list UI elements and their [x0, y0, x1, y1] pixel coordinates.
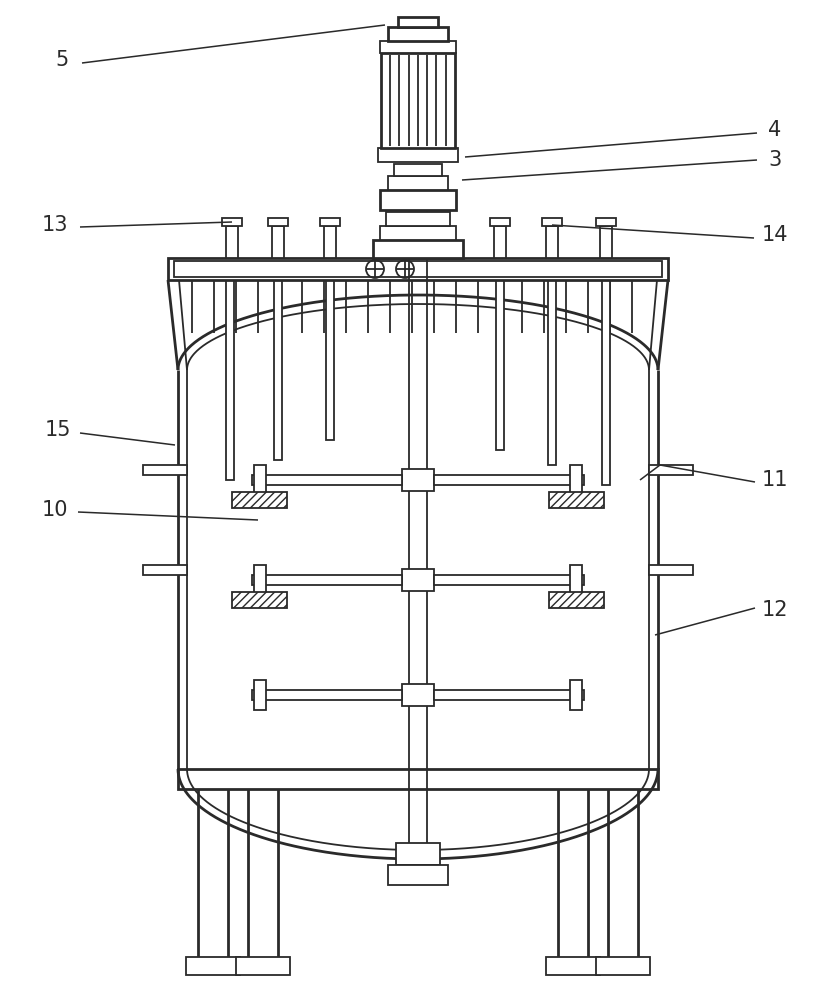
Bar — [401, 469, 434, 491]
Bar — [569, 465, 581, 495]
Text: 15: 15 — [44, 420, 71, 440]
Bar — [380, 53, 455, 148]
Bar — [272, 226, 283, 258]
Bar — [401, 569, 434, 591]
Bar — [273, 280, 282, 460]
Bar — [378, 148, 457, 162]
Bar — [252, 575, 401, 585]
Bar — [143, 565, 186, 575]
Bar — [434, 475, 584, 485]
Bar — [168, 258, 667, 280]
Text: 10: 10 — [42, 500, 69, 520]
Text: 11: 11 — [761, 470, 788, 490]
Bar — [174, 261, 661, 277]
Bar — [648, 565, 692, 575]
Bar — [548, 492, 604, 508]
Bar — [542, 218, 561, 226]
Bar — [380, 226, 456, 240]
Bar — [232, 592, 287, 608]
Text: 14: 14 — [761, 225, 788, 245]
Bar — [198, 784, 227, 959]
Bar — [601, 280, 609, 485]
Bar — [236, 957, 289, 975]
Bar — [319, 218, 339, 226]
Text: 3: 3 — [767, 150, 781, 170]
Bar — [569, 565, 581, 595]
Bar — [253, 465, 266, 495]
Bar — [253, 565, 266, 595]
Bar — [648, 465, 692, 475]
Bar — [253, 680, 266, 710]
Bar — [325, 280, 334, 440]
Bar — [252, 690, 401, 700]
Bar — [558, 784, 588, 959]
Bar — [232, 492, 287, 508]
Bar — [178, 769, 657, 789]
Bar — [493, 226, 506, 258]
Bar — [398, 17, 437, 27]
Bar — [380, 190, 456, 210]
Bar — [388, 865, 447, 885]
Bar — [394, 164, 441, 176]
Bar — [545, 226, 558, 258]
Bar — [380, 41, 456, 53]
Bar — [388, 176, 447, 190]
Bar — [222, 218, 242, 226]
Bar — [247, 784, 278, 959]
Bar — [489, 218, 509, 226]
Bar — [385, 212, 450, 226]
Bar — [324, 226, 335, 258]
Bar — [595, 218, 615, 226]
Bar — [226, 226, 237, 258]
Bar — [434, 575, 584, 585]
Bar — [388, 27, 447, 41]
Bar — [599, 226, 611, 258]
Text: 5: 5 — [55, 50, 69, 70]
Bar — [548, 592, 604, 608]
Bar — [373, 240, 462, 258]
Bar — [607, 784, 637, 959]
Bar — [395, 843, 440, 865]
Bar — [226, 280, 234, 480]
Bar — [401, 684, 434, 706]
Text: 4: 4 — [767, 120, 781, 140]
Bar — [143, 465, 186, 475]
Bar — [496, 280, 503, 450]
Bar — [252, 475, 401, 485]
Bar — [569, 680, 581, 710]
Bar — [268, 218, 288, 226]
Bar — [545, 957, 599, 975]
Bar — [186, 957, 240, 975]
Text: 12: 12 — [761, 600, 788, 620]
Bar — [595, 957, 650, 975]
Bar — [434, 690, 584, 700]
Bar — [548, 280, 555, 465]
Text: 13: 13 — [42, 215, 69, 235]
